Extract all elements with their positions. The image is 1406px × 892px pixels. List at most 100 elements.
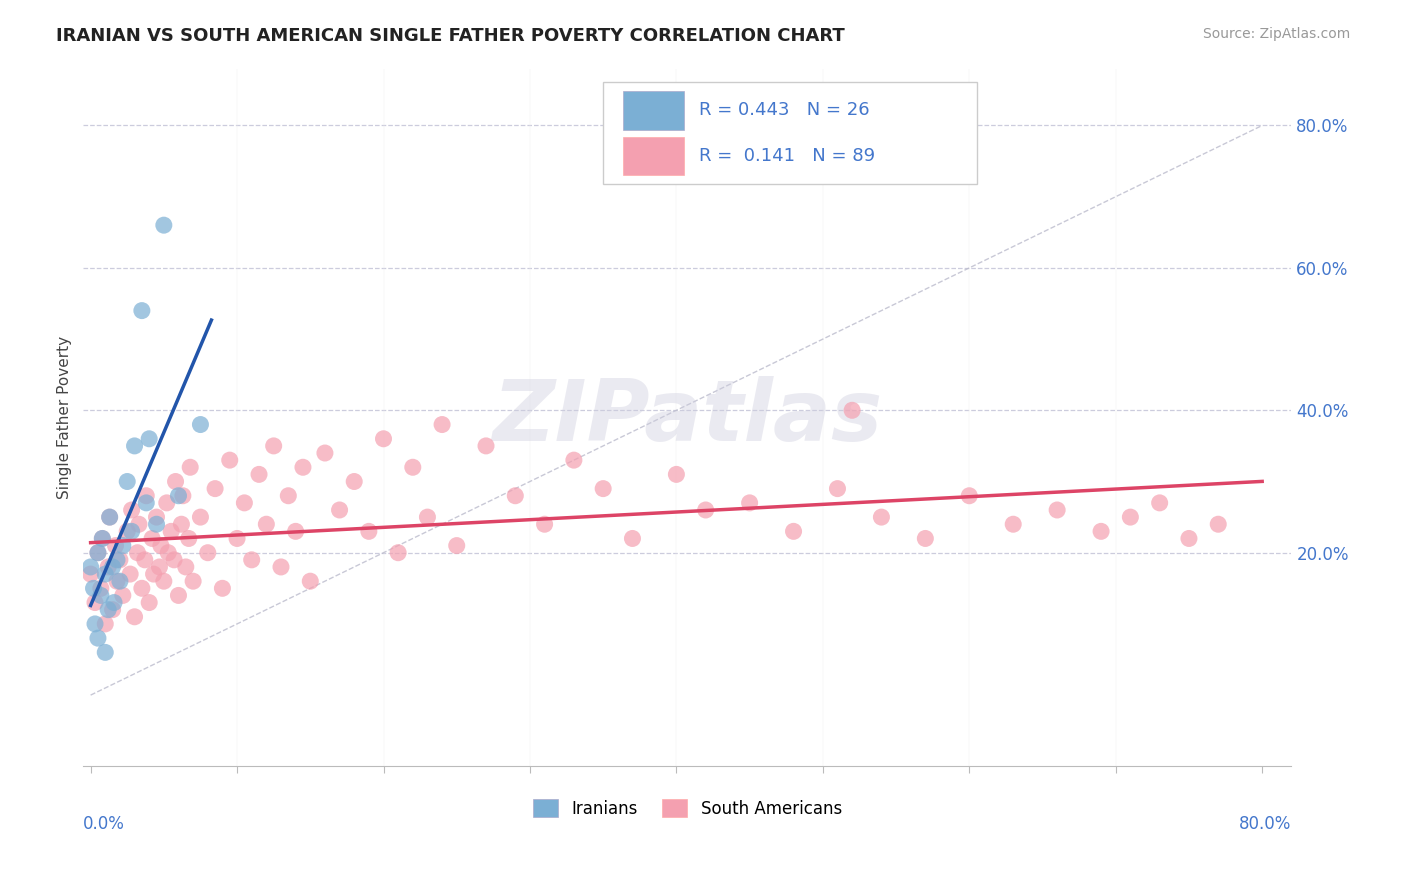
Point [131,303,153,318]
Point [226,532,249,546]
Point [402,460,425,475]
Point [665,467,688,482]
Point [153,574,176,589]
Point [104,539,127,553]
Point [142,567,165,582]
Point [91,532,114,546]
Point [1149,496,1171,510]
Point [87,546,110,560]
Point [357,524,380,539]
Point [167,589,190,603]
Point [111,539,134,553]
Point [94,616,117,631]
Point [291,460,314,475]
Point [240,553,263,567]
Point [247,467,270,482]
Point [97,560,120,574]
Legend: Iranians, South Americans: Iranians, South Americans [526,793,849,824]
Text: IRANIAN VS SOUTH AMERICAN SINGLE FATHER POVERTY CORRELATION CHART: IRANIAN VS SOUTH AMERICAN SINGLE FATHER … [56,27,845,45]
Point [138,432,160,446]
Point [167,489,190,503]
Point [446,539,468,553]
Point [562,453,585,467]
Point [190,417,212,432]
Point [90,589,112,603]
Point [148,560,170,574]
Point [128,517,150,532]
Bar [623,91,683,129]
Point [131,582,153,596]
Point [1046,503,1069,517]
Point [416,510,439,524]
Point [156,496,179,510]
Point [79,567,101,582]
Point [475,439,498,453]
Point [914,532,936,546]
Point [138,596,160,610]
Point [79,560,101,574]
Point [165,475,187,489]
Point [149,539,172,553]
Text: Source: ZipAtlas.com: Source: ZipAtlas.com [1202,27,1350,41]
FancyBboxPatch shape [603,82,977,184]
Point [115,524,138,539]
Point [163,553,186,567]
Point [1119,510,1142,524]
Point [121,503,143,517]
Point [91,532,114,546]
Point [533,517,555,532]
Point [97,602,120,616]
Point [124,609,146,624]
Text: R = 0.443   N = 26: R = 0.443 N = 26 [699,102,870,120]
Point [204,482,226,496]
Point [181,574,204,589]
Point [90,582,112,596]
Point [153,218,176,232]
Point [277,489,299,503]
Point [430,417,453,432]
Point [841,403,863,417]
Point [141,532,163,546]
Text: ZIPatlas: ZIPatlas [492,376,883,458]
Point [84,596,107,610]
Point [105,574,128,589]
Point [170,517,193,532]
Point [621,532,644,546]
Point [127,546,149,560]
Point [145,517,167,532]
Point [83,582,105,596]
Point [263,439,285,453]
Point [177,532,200,546]
Point [738,496,761,510]
Point [387,546,409,560]
Point [505,489,527,503]
Point [592,482,614,496]
Point [121,524,143,539]
Point [197,546,219,560]
Point [105,553,128,567]
Text: 0.0%: 0.0% [83,815,125,833]
Text: 80.0%: 80.0% [1239,815,1292,833]
Point [329,503,352,517]
Point [157,546,180,560]
Point [179,460,201,475]
Point [135,496,157,510]
Point [87,546,110,560]
Point [1090,524,1112,539]
Point [827,482,849,496]
Point [782,524,804,539]
Point [103,596,125,610]
Point [870,510,893,524]
Point [108,553,131,567]
Point [270,560,292,574]
Point [160,524,183,539]
Point [1206,517,1229,532]
Text: R =  0.141   N = 89: R = 0.141 N = 89 [699,147,876,165]
Point [94,645,117,659]
Point [124,439,146,453]
Point [120,567,142,582]
Point [98,510,121,524]
Point [1002,517,1025,532]
Point [172,489,194,503]
Point [314,446,336,460]
